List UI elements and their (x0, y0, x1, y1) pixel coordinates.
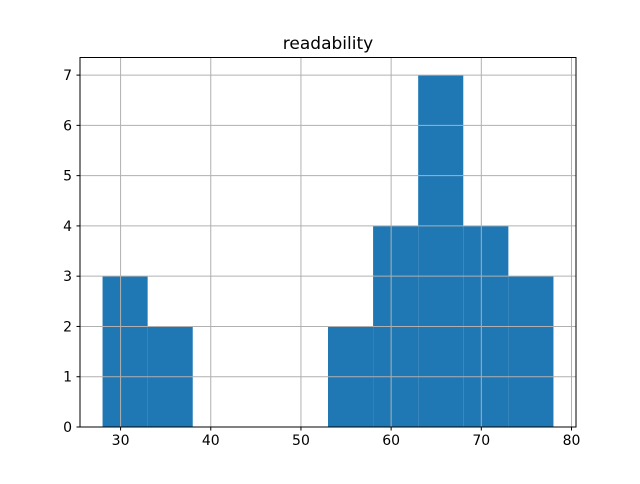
y-tick-label: 2 (63, 319, 72, 335)
y-axis-group: 0 1 2 3 4 5 6 7 (63, 68, 80, 436)
histogram-bar (418, 75, 464, 427)
y-tick-label: 0 (63, 420, 72, 436)
x-tick-label: 70 (472, 433, 490, 449)
x-axis-group: 30 40 50 60 70 80 (112, 427, 581, 449)
y-tick-label: 3 (63, 269, 72, 285)
y-tick-label: 7 (63, 68, 72, 84)
x-tick-label: 60 (382, 433, 400, 449)
x-tick-label: 40 (202, 433, 220, 449)
histogram-bar (102, 276, 148, 427)
y-tick-label: 6 (63, 118, 72, 134)
spines-group (79, 57, 577, 428)
x-tick-label: 80 (563, 433, 581, 449)
y-tick-label: 5 (63, 169, 72, 185)
chart-title: readability (283, 34, 373, 54)
y-tick-label: 1 (63, 370, 72, 386)
bars-group (102, 75, 554, 427)
x-tick-label: 50 (292, 433, 310, 449)
histogram-bar (508, 276, 554, 427)
x-tick-label: 30 (112, 433, 130, 449)
axes-spines (79, 57, 577, 428)
gridlines-group (80, 57, 576, 428)
y-tick-label: 4 (63, 219, 72, 235)
